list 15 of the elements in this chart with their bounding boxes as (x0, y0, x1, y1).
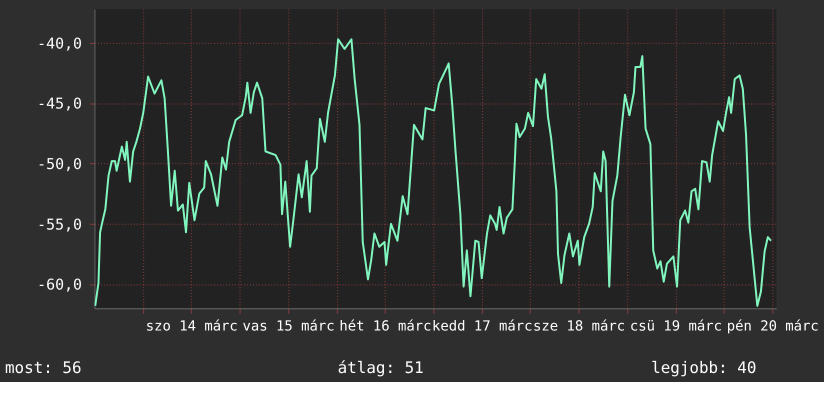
x-tick-label: szo 14 márc (146, 318, 238, 335)
y-tick-label: -45,0 (37, 94, 82, 113)
y-tick-label: -60,0 (37, 276, 82, 294)
y-tick-label: -40,0 (37, 34, 82, 52)
y-tick-label: -55,0 (37, 215, 82, 234)
x-tick-label: vas 15 márc (242, 318, 335, 335)
y-tick-label: -50,0 (37, 154, 82, 173)
x-tick-label: hét 16 márc (339, 318, 432, 335)
text: most: 56 (4, 358, 82, 377)
text: legjobb: 40 (651, 358, 756, 377)
x-tick-label: sze 18 márc (533, 318, 626, 335)
text: átlag: 51 (338, 358, 424, 377)
x-tick-label: pén 20 márc (726, 318, 819, 335)
x-tick-label: kedd 17 márc (432, 318, 532, 335)
x-tick-label: csü 19 márc (630, 318, 722, 335)
